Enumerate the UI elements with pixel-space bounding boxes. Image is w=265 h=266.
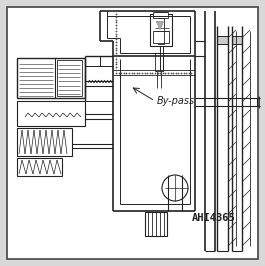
Bar xyxy=(57,60,82,96)
Bar xyxy=(153,31,169,43)
Bar xyxy=(17,58,85,98)
Polygon shape xyxy=(157,22,163,29)
Bar xyxy=(155,53,163,71)
Bar xyxy=(17,158,62,176)
Bar xyxy=(232,36,242,44)
Text: By-pass: By-pass xyxy=(157,96,195,106)
Bar xyxy=(17,128,72,156)
Bar xyxy=(153,12,168,18)
Bar xyxy=(17,101,85,126)
Bar xyxy=(150,14,172,46)
Bar xyxy=(217,36,228,44)
Bar xyxy=(145,212,167,236)
Circle shape xyxy=(162,175,188,201)
Text: AHI4365: AHI4365 xyxy=(192,213,236,223)
